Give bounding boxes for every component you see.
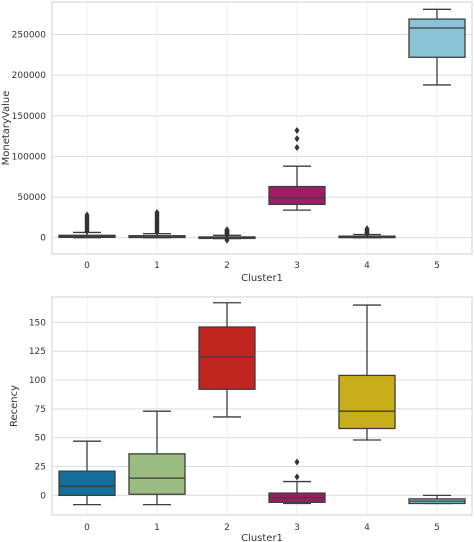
x-tick-label: 5 [434, 261, 440, 271]
y-tick-label: 200000 [12, 71, 47, 81]
box-body [268, 185, 326, 206]
x-tick-label: 4 [364, 523, 370, 533]
box-5 [408, 8, 466, 86]
x-tick-label: 3 [294, 523, 300, 533]
box-body [338, 374, 396, 430]
box-3 [268, 458, 326, 505]
box-4 [338, 304, 396, 441]
box-2 [198, 226, 256, 244]
recency-boxplot: 0 25 50 75 100 125 150 0 1 2 3 4 5 Cluster1 Recency [9, 296, 473, 542]
box-2 [198, 302, 256, 418]
outlier-point [224, 236, 230, 244]
outlier-point [294, 135, 300, 143]
y-tick-label: 0 [40, 491, 46, 501]
y-tick-label: 250000 [12, 31, 47, 41]
box-body [198, 326, 256, 390]
y-tick-label: 100 [29, 376, 46, 386]
y-tick-label: 50 [35, 434, 47, 444]
x-tick-label: 5 [434, 523, 440, 533]
monetary-value-boxplot: 0 50000 100000 150000 200000 250000 0 1 2 3 4 5 Clus… [1, 1, 473, 284]
y-tick-label: 125 [29, 347, 46, 357]
y-tick-label: 50000 [17, 193, 46, 203]
y-tick-label: 0 [40, 234, 46, 244]
box-1 [128, 209, 186, 239]
box-body [408, 18, 466, 58]
y-tick-label: 150 [29, 318, 46, 328]
y-axis-label: Recency [9, 385, 20, 427]
box-3 [268, 126, 326, 211]
outlier-point [224, 226, 230, 234]
x-tick-label: 0 [84, 523, 90, 533]
x-tick-label: 1 [154, 261, 160, 271]
x-tick-label: 3 [294, 261, 300, 271]
box-4 [338, 225, 396, 239]
x-tick-label: 2 [224, 261, 230, 271]
outlier-point [294, 473, 300, 481]
x-axis-label: Cluster1 [241, 533, 283, 542]
x-tick-label: 4 [364, 261, 370, 271]
box-5 [408, 494, 466, 505]
x-tick-label: 1 [154, 523, 160, 533]
plot-area [51, 1, 473, 255]
box-0 [58, 440, 116, 506]
outlier-point [364, 225, 370, 233]
plot-area [51, 296, 473, 516]
outlier-point [84, 211, 90, 219]
outlier-point [294, 144, 300, 152]
outlier-point [294, 126, 300, 134]
y-tick-label: 150000 [12, 112, 47, 122]
y-tick-label: 75 [35, 405, 46, 415]
x-tick-label: 0 [84, 261, 90, 271]
y-tick-label: 100000 [12, 152, 47, 162]
outlier-point [294, 458, 300, 466]
x-tick-label: 2 [224, 523, 230, 533]
outlier-point [154, 209, 160, 217]
box-0 [58, 211, 116, 239]
x-axis-label: Cluster1 [241, 273, 283, 284]
box-body [128, 453, 186, 495]
box-1 [128, 410, 186, 506]
box-body [58, 470, 116, 497]
y-tick-label: 25 [35, 463, 46, 473]
y-axis-label: MonetaryValue [1, 91, 12, 166]
